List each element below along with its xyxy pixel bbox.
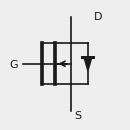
Text: G: G [10, 60, 18, 70]
Polygon shape [84, 57, 92, 71]
Text: S: S [74, 111, 81, 121]
Text: D: D [94, 12, 102, 22]
